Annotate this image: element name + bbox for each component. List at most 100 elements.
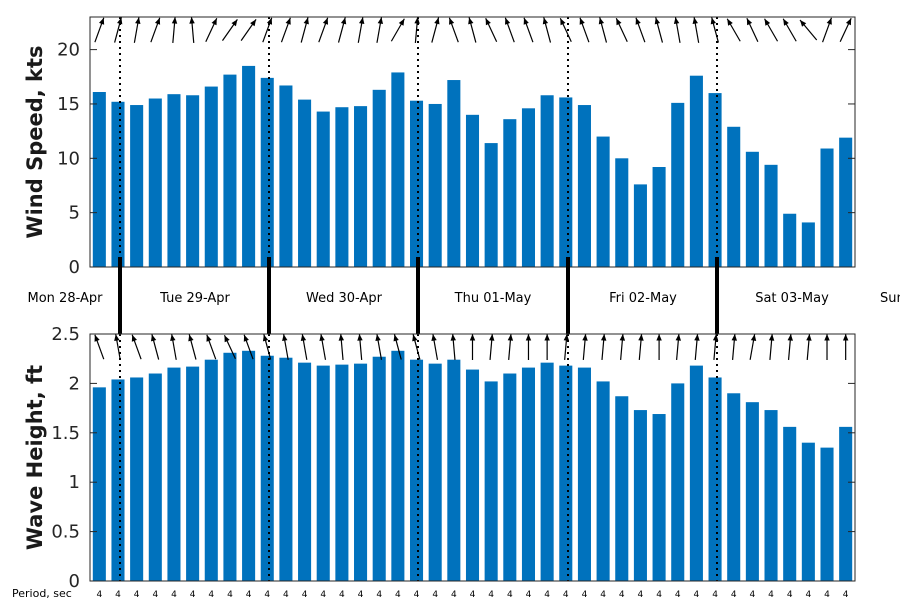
bar	[503, 373, 517, 581]
bar	[354, 106, 368, 267]
period-value: 4	[470, 590, 476, 600]
wave-arrow-head	[282, 334, 288, 342]
period-value: 4	[451, 590, 457, 600]
bar	[689, 365, 703, 581]
wave-arrow-head	[243, 334, 249, 342]
wind-arrow-head	[468, 17, 474, 25]
wave-arrow-head	[393, 334, 399, 342]
wave-arrow-head	[768, 334, 775, 341]
wave-arrow-head	[806, 334, 812, 341]
y-axis-label: Wind Speed, kts	[23, 45, 47, 238]
bar	[409, 100, 424, 268]
period-value: 4	[768, 590, 774, 600]
bar	[839, 426, 853, 581]
period-value: 4	[152, 590, 158, 600]
wind-arrow-head	[746, 18, 753, 26]
bar	[820, 148, 834, 267]
bar	[279, 85, 293, 267]
y-tick-label: 2.5	[51, 324, 80, 345]
bar	[671, 102, 685, 267]
bar	[577, 367, 591, 581]
bar	[298, 99, 312, 267]
bar	[148, 98, 162, 268]
bar	[708, 377, 722, 581]
wind-arrow-head	[710, 17, 716, 25]
period-value: 4	[96, 590, 102, 600]
wave-arrow-head	[170, 334, 176, 342]
period-value: 4	[414, 590, 420, 600]
bar	[727, 126, 741, 267]
bar	[484, 143, 498, 267]
period-value: 4	[115, 590, 121, 600]
period-value: 4	[694, 590, 700, 600]
bar	[801, 442, 815, 581]
wave-arrow-head	[544, 334, 550, 341]
period-value: 4	[544, 590, 550, 600]
wind-arrow-head	[635, 17, 641, 25]
bar	[615, 396, 629, 581]
bar	[391, 350, 405, 581]
axes-box	[89, 16, 856, 268]
wave-arrow-head	[525, 334, 532, 341]
period-value: 4	[824, 590, 830, 600]
wind-arrow-head	[414, 17, 420, 24]
bar	[745, 402, 759, 581]
wave-arrow-head	[431, 334, 437, 342]
axes-box	[89, 333, 856, 582]
bar	[540, 95, 554, 268]
wind-arrow-head	[266, 17, 273, 25]
bar	[130, 105, 144, 267]
bar	[447, 359, 461, 581]
bar	[503, 119, 517, 267]
bar	[316, 365, 330, 581]
y-tick-label: 0	[69, 257, 80, 278]
wave-arrow-head	[507, 334, 514, 341]
wind-arrow-head	[799, 20, 807, 27]
bar	[335, 107, 349, 267]
bar	[130, 377, 144, 581]
period-value: 4	[395, 590, 401, 600]
period-value: 4	[656, 590, 662, 600]
period-value: 4	[134, 590, 140, 600]
period-value: 4	[208, 590, 214, 600]
bar	[316, 111, 330, 267]
bar	[372, 89, 386, 268]
wave-arrow-head	[338, 334, 345, 341]
bar	[633, 410, 647, 581]
y-tick-label: 5	[69, 203, 80, 224]
y-axis-label: Wave Height, ft	[23, 365, 47, 550]
bar	[764, 164, 778, 267]
bar	[783, 426, 797, 581]
wave-arrow-head	[619, 334, 626, 341]
bar	[559, 365, 573, 581]
bar	[372, 356, 386, 581]
bar	[428, 363, 442, 581]
wave-arrow-head	[131, 334, 137, 342]
bar	[447, 80, 461, 267]
bar	[521, 108, 536, 267]
period-value: 4	[358, 590, 364, 600]
period-row: Period, sec 4 4 4 4 4 4 4 4 4 4 4 4 4 4 4 4 4 4 4 4 4 4 4 4 4 4 4 4 4…	[12, 587, 849, 600]
wind-arrow-head	[359, 17, 365, 25]
day-label: Wed 30-Apr	[306, 291, 383, 306]
wind-arrow-head	[845, 18, 852, 26]
wave-arrow-head	[787, 334, 793, 341]
y-tick-label: 1	[69, 472, 80, 493]
period-value: 4	[507, 590, 513, 600]
day-label: Mon 28-Apr	[28, 291, 104, 306]
wind-arrow-head	[189, 17, 195, 24]
bar	[223, 74, 237, 267]
period-value: 4	[302, 590, 308, 600]
period-value: 4	[171, 590, 177, 600]
period-label: Period, sec	[12, 587, 72, 600]
day-label: Tue 29-Apr	[159, 291, 230, 306]
wind-arrow-head	[449, 17, 455, 25]
wave-arrow-head	[224, 335, 230, 343]
period-value: 4	[190, 590, 196, 600]
wind-arrow-head	[727, 18, 733, 26]
wind-arrow-head	[485, 18, 491, 26]
period-value: 4	[227, 590, 233, 600]
wind-arrow-head	[764, 18, 771, 26]
period-value: 4	[264, 590, 270, 600]
